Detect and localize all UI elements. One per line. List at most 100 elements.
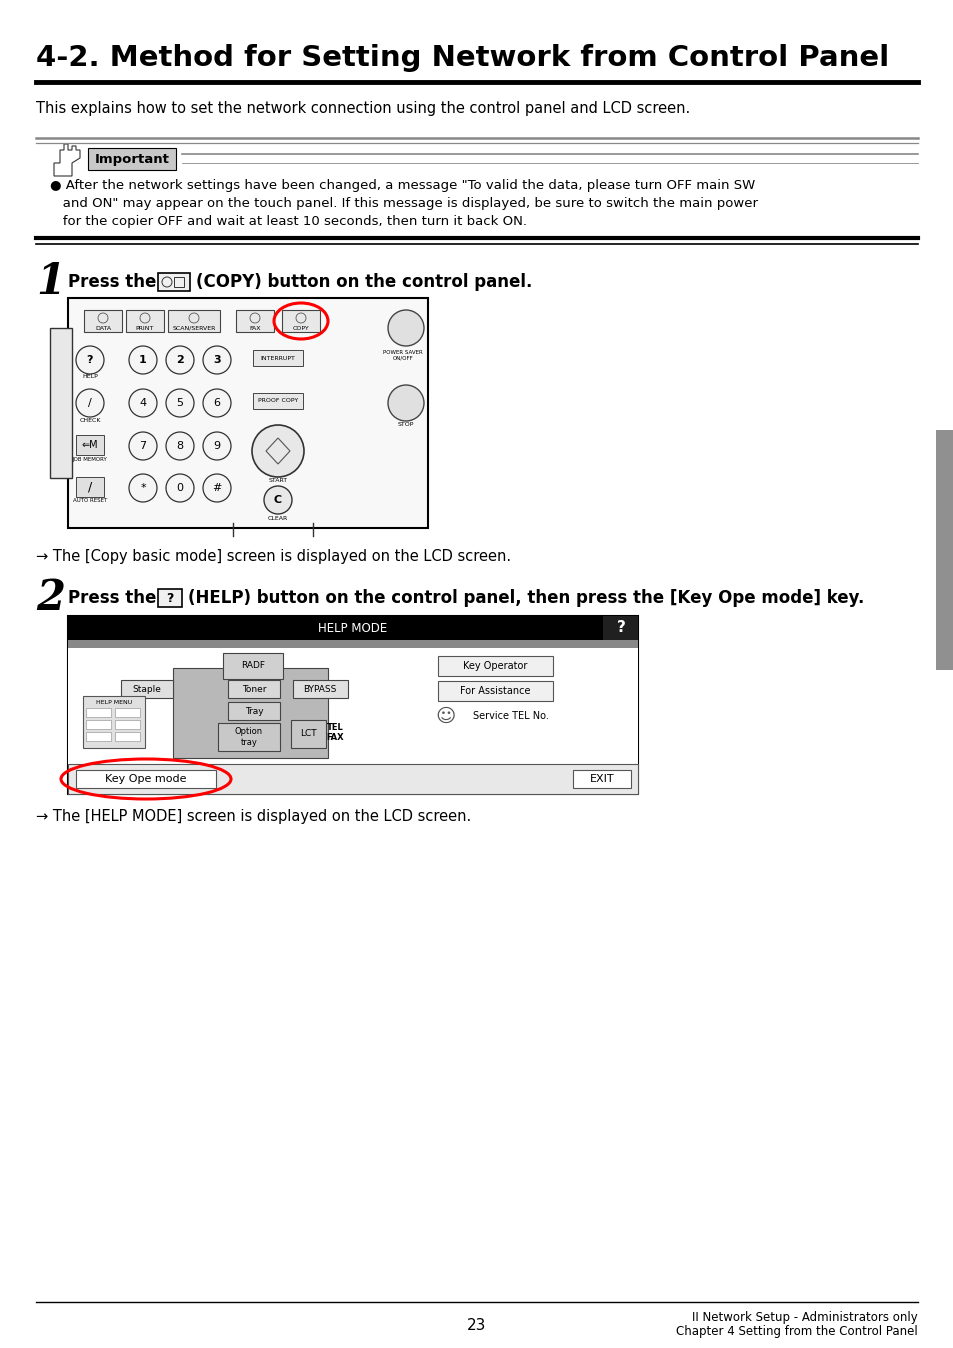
Text: AUTO RESET: AUTO RESET (72, 499, 107, 504)
Bar (68, 648, 638, 766)
Text: Press the: Press the (68, 274, 156, 291)
Bar (68, 764, 638, 794)
Text: Option
tray: Option tray (234, 728, 263, 747)
Text: PRINT: PRINT (135, 325, 154, 330)
Bar (86, 732, 111, 741)
Text: 8: 8 (176, 441, 183, 452)
Bar (86, 708, 111, 717)
Text: #: # (213, 483, 221, 493)
Circle shape (252, 425, 304, 477)
Text: 4: 4 (139, 398, 147, 408)
Text: ⇐M: ⇐M (82, 439, 98, 450)
Bar (253, 350, 303, 367)
Text: CHECK: CHECK (79, 418, 101, 422)
Text: COPY: COPY (293, 325, 309, 330)
Text: II Network Setup - Administrators only: II Network Setup - Administrators only (692, 1312, 917, 1325)
Text: HELP MENU: HELP MENU (95, 701, 132, 705)
FancyBboxPatch shape (88, 148, 175, 170)
Circle shape (203, 431, 231, 460)
Bar (126, 310, 164, 332)
Circle shape (264, 487, 292, 514)
Text: 1: 1 (36, 262, 65, 303)
Text: HELP: HELP (82, 375, 98, 380)
Text: ?: ? (166, 592, 173, 604)
Circle shape (129, 431, 157, 460)
Bar (437, 656, 553, 675)
Text: for the copier OFF and wait at least 10 seconds, then turn it back ON.: for the copier OFF and wait at least 10 … (50, 216, 526, 229)
Text: TEL: TEL (326, 724, 343, 732)
Text: *: * (140, 483, 146, 493)
Bar (253, 394, 303, 408)
Bar (121, 679, 172, 698)
Text: ?: ? (87, 355, 93, 365)
Text: This explains how to set the network connection using the control panel and LCD : This explains how to set the network con… (36, 101, 690, 116)
Text: Toner: Toner (241, 685, 266, 693)
Text: (COPY) button on the control panel.: (COPY) button on the control panel. (195, 274, 532, 291)
Text: RADF: RADF (241, 662, 265, 670)
Text: 7: 7 (139, 441, 147, 452)
Text: For Assistance: For Assistance (459, 686, 530, 696)
Bar (437, 681, 553, 701)
Text: START: START (268, 479, 287, 484)
Text: EXIT: EXIT (589, 774, 614, 785)
Text: 3: 3 (213, 355, 220, 365)
Text: → The [Copy basic mode] screen is displayed on the LCD screen.: → The [Copy basic mode] screen is displa… (36, 549, 511, 563)
Circle shape (388, 386, 423, 421)
Bar (158, 274, 190, 291)
Circle shape (203, 390, 231, 417)
Circle shape (166, 431, 193, 460)
Text: STOP: STOP (397, 422, 414, 427)
Bar (84, 310, 122, 332)
Bar (68, 616, 638, 794)
Bar (115, 708, 140, 717)
Circle shape (166, 346, 193, 373)
Circle shape (388, 310, 423, 346)
Bar (173, 276, 184, 287)
Text: /: / (88, 398, 91, 408)
Circle shape (129, 390, 157, 417)
Circle shape (203, 474, 231, 501)
Text: Tray: Tray (244, 706, 263, 716)
Text: DATA: DATA (95, 325, 111, 330)
Circle shape (203, 346, 231, 373)
Text: ● After the network settings have been changed, a message "To valid the data, pl: ● After the network settings have been c… (50, 179, 755, 193)
Text: 4-2. Method for Setting Network from Control Panel: 4-2. Method for Setting Network from Con… (36, 44, 888, 71)
Bar (68, 640, 638, 648)
Text: HELP MODE: HELP MODE (318, 621, 387, 635)
Text: FAX: FAX (326, 733, 343, 743)
Text: and ON" may appear on the touch panel. If this message is displayed, be sure to : and ON" may appear on the touch panel. I… (50, 198, 758, 210)
Bar (282, 310, 319, 332)
Circle shape (76, 346, 104, 373)
Text: Staple: Staple (132, 685, 161, 693)
Text: 6: 6 (213, 398, 220, 408)
Bar (68, 298, 428, 528)
Bar (228, 702, 280, 720)
Bar (158, 589, 182, 607)
Text: LCT: LCT (299, 729, 316, 739)
Text: Key Operator: Key Operator (462, 661, 527, 671)
Bar (293, 679, 348, 698)
Text: 5: 5 (176, 398, 183, 408)
Bar (573, 770, 630, 789)
Bar (76, 435, 104, 456)
Text: 0: 0 (176, 483, 183, 493)
Bar (76, 770, 215, 789)
Bar (602, 616, 638, 640)
Bar (218, 723, 280, 751)
Text: FAX: FAX (249, 325, 260, 330)
Text: POWER SAVER
ON/OFF: POWER SAVER ON/OFF (383, 349, 422, 360)
Bar (168, 310, 220, 332)
Text: CLEAR: CLEAR (268, 515, 288, 520)
Bar (76, 477, 104, 497)
Bar (115, 732, 140, 741)
Text: C: C (274, 495, 282, 506)
Text: 23: 23 (467, 1317, 486, 1333)
Text: BYPASS: BYPASS (303, 685, 336, 693)
Bar (86, 720, 111, 729)
Text: Chapter 4 Setting from the Control Panel: Chapter 4 Setting from the Control Panel (676, 1325, 917, 1339)
Text: ☺: ☺ (436, 706, 456, 725)
Bar (291, 720, 326, 748)
Text: Service TEL No.: Service TEL No. (473, 710, 548, 721)
Text: 9: 9 (213, 441, 220, 452)
Text: Important: Important (94, 152, 170, 166)
